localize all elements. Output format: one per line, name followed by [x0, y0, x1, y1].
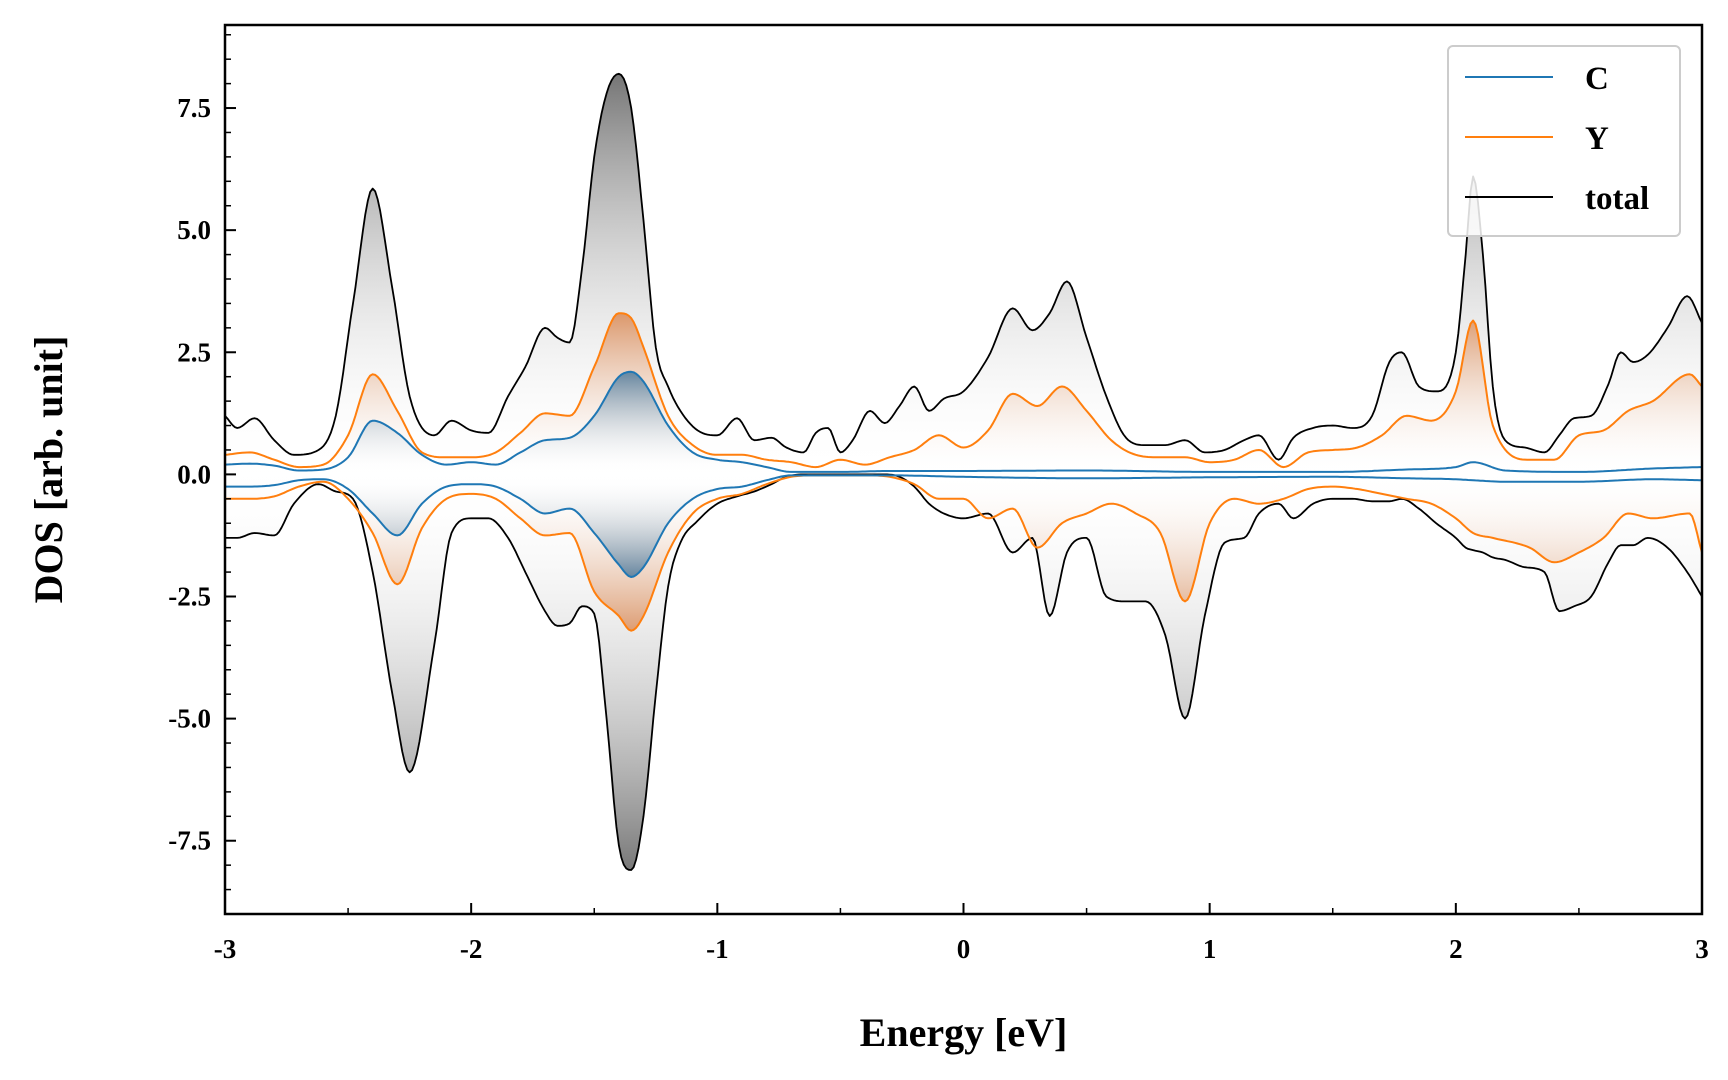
x-axis-label: Energy [eV]: [860, 1010, 1068, 1055]
legend-label-y: Y: [1585, 121, 1609, 157]
fill-c-down: [225, 474, 1702, 577]
legend-box: [1447, 45, 1681, 237]
line-y-up: [224, 312, 1703, 469]
y-tick-label: -5.0: [168, 704, 211, 734]
y-axis-label: DOS [arb. unit]: [26, 336, 71, 604]
y-tick-label: 5.0: [177, 215, 211, 245]
fill-c-up: [225, 371, 1702, 475]
axis-ticks: -3 -2 -1 0 1 2 3 -7.5 -5.0 -2.5 0.0 2.5 5.0 7.5: [168, 34, 1709, 964]
x-tick-label: 2: [1449, 934, 1463, 964]
line-y-down: [225, 474, 1703, 632]
y-tick-label: -2.5: [168, 582, 211, 612]
line-c-up: [224, 370, 1702, 473]
dos-lines: [224, 72, 1703, 871]
line-c-down: [225, 474, 1702, 578]
y-tick-label: 0.0: [177, 459, 211, 489]
legend-label-c: C: [1585, 61, 1609, 97]
y-tick-label: 2.5: [177, 337, 211, 367]
legend-label-total: total: [1585, 181, 1649, 217]
x-tick-label: 1: [1203, 934, 1217, 964]
x-tick-label: -1: [706, 934, 729, 964]
x-tick-label: -2: [460, 934, 483, 964]
x-tick-label: -3: [214, 934, 237, 964]
x-tick-label: 0: [957, 934, 971, 964]
line-total-up: [224, 72, 1703, 461]
y-tick-label: -7.5: [168, 826, 211, 856]
x-tick-label: 3: [1695, 934, 1709, 964]
y-tick-label: 7.5: [177, 93, 211, 123]
line-total-down: [225, 473, 1703, 871]
